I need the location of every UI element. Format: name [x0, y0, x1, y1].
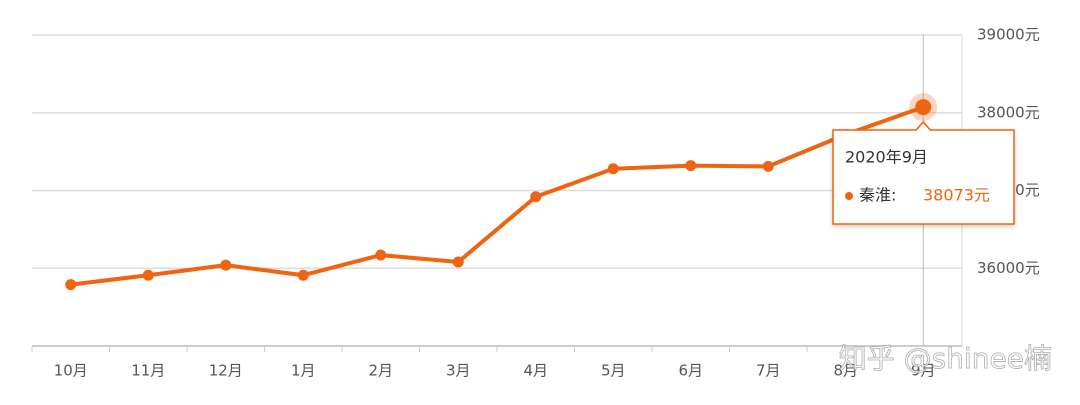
x-tick-label: 6月 — [678, 362, 703, 380]
point — [220, 259, 232, 271]
x-tick-label: 10月 — [54, 362, 88, 380]
x-tick-label: 9月 — [911, 362, 936, 380]
x-tick-label: 1月 — [291, 362, 316, 380]
x-tick-label: 3月 — [446, 362, 471, 380]
y-tick-label: 39000元 — [977, 26, 1040, 44]
x-tick-label: 2月 — [368, 362, 393, 380]
point — [142, 269, 154, 281]
tooltip-value: 38073元 — [923, 186, 990, 205]
tooltip-marker — [845, 192, 853, 200]
tooltip-box — [832, 120, 1015, 225]
point — [607, 163, 619, 175]
point — [452, 256, 464, 268]
point — [65, 279, 77, 291]
point — [762, 160, 774, 172]
y-tick-label: 38000元 — [977, 103, 1040, 121]
point — [297, 269, 309, 281]
x-tick-label: 7月 — [756, 362, 781, 380]
x-tick-label: 8月 — [833, 362, 858, 380]
x-tick-label: 5月 — [601, 362, 626, 380]
x-tick-label: 11月 — [131, 362, 165, 380]
point — [915, 99, 932, 116]
y-tick-label: 36000元 — [977, 259, 1040, 277]
tooltip-series: 秦淮: — [859, 186, 896, 205]
point — [375, 249, 387, 261]
tooltip-title: 2020年9月 — [845, 148, 928, 167]
watermark: 知乎 @shinee楠 — [839, 342, 1052, 375]
x-tick-label: 12月 — [209, 362, 243, 380]
x-tick-label: 4月 — [523, 362, 548, 380]
point — [530, 191, 542, 203]
point — [685, 160, 697, 172]
line — [70, 105, 924, 287]
